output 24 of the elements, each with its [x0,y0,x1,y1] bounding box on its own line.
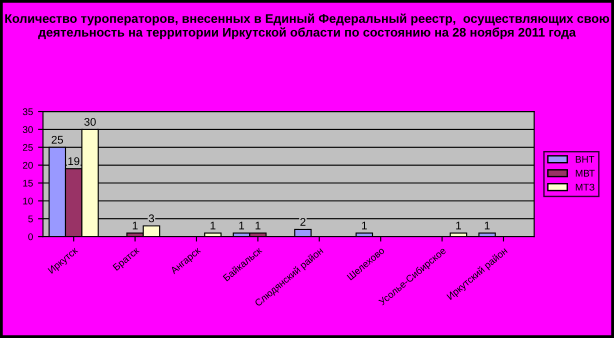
legend-label: МТЗ [576,184,594,191]
data-label: 25 [52,136,64,144]
data-label: 1 [362,222,367,230]
legend-label: МВТ [576,170,595,177]
data-label: 3 [148,214,154,222]
data-label: 2 [300,218,306,226]
chart-title: Количество туроператоров, внесенных в Единый Федеральный реестр, осуществляющих свою деятельность на территории Иркутской области по состоянию на 28 ноября 2011 года [5,14,610,40]
y-tick-label: 5 [28,216,33,222]
y-tick-label: 10 [23,198,33,204]
y-tick-label: 15 [23,180,33,187]
y-tick-label: 35 [22,108,33,116]
data-label: 1 [256,222,260,230]
data-label: 1 [484,222,490,230]
data-label: 1 [132,222,138,230]
data-label: 19 [68,157,80,166]
data-label: 1 [239,222,244,230]
data-label: 1 [210,222,216,230]
y-tick-label: 0 [28,233,33,240]
data-label: 30 [84,118,96,126]
y-tick-label: 30 [22,126,33,134]
y-tick-label: 25 [22,144,33,151]
data-label: 1 [456,222,461,230]
y-tick-label: 20 [22,162,33,169]
legend-label: ВНТ [576,156,594,163]
